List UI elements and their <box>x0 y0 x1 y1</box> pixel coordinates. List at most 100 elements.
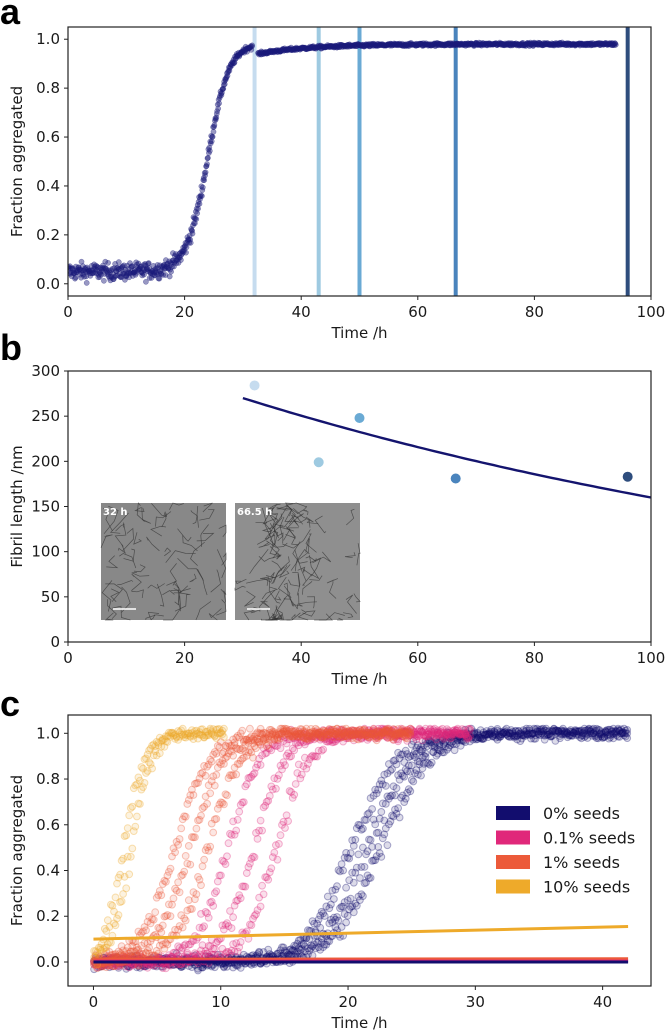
data-point <box>342 918 351 927</box>
data-point <box>201 177 208 184</box>
data-point <box>583 726 592 734</box>
data-point <box>557 726 566 735</box>
fibril <box>290 514 300 525</box>
data-point <box>377 808 386 816</box>
data-point <box>249 753 257 762</box>
data-point <box>482 727 491 735</box>
data-point <box>281 824 289 832</box>
fibril <box>271 560 283 571</box>
fibril <box>165 550 196 563</box>
data-point <box>553 726 561 735</box>
data-point <box>403 750 412 758</box>
data-point <box>560 728 569 737</box>
tem-inset-image: 32 h <box>100 502 227 621</box>
fibril <box>166 563 178 586</box>
data-point <box>308 917 317 925</box>
data-point <box>493 726 502 735</box>
fibril <box>131 572 150 577</box>
data-point <box>210 128 217 135</box>
data-point <box>169 894 178 903</box>
data-point <box>394 771 403 779</box>
data-point <box>371 785 380 794</box>
fibril <box>131 573 142 591</box>
data-point <box>209 133 216 140</box>
data-point <box>472 734 480 742</box>
fibril <box>266 609 283 621</box>
data-point <box>195 205 201 212</box>
data-point <box>618 729 627 737</box>
data-point <box>178 923 187 932</box>
data-point <box>447 733 456 741</box>
data-point <box>215 105 222 112</box>
data-point <box>513 735 522 744</box>
data-point <box>143 278 149 285</box>
data-point <box>603 726 612 734</box>
data-point <box>543 730 552 739</box>
fibril <box>235 578 247 585</box>
data-point <box>440 740 448 749</box>
data-point <box>259 948 268 956</box>
data-point <box>328 886 337 895</box>
data-point <box>403 767 412 775</box>
fibril <box>267 512 279 530</box>
y-tick-label: 0.4 <box>36 862 60 880</box>
data-point <box>141 271 147 278</box>
y-tick-label: 0.8 <box>36 79 60 97</box>
data-point <box>372 829 381 837</box>
y-tick-label: 150 <box>31 498 60 516</box>
data-point <box>385 794 393 803</box>
inset-background <box>101 503 226 620</box>
data-point <box>356 874 364 882</box>
fibril <box>174 585 189 606</box>
data-point <box>612 728 621 736</box>
data-point <box>208 138 215 145</box>
data-point <box>592 724 601 733</box>
data-point <box>444 733 453 741</box>
fibril <box>114 522 127 547</box>
fibril <box>199 508 215 521</box>
data-point <box>157 928 166 937</box>
data-point <box>304 944 312 953</box>
fibril <box>344 552 356 559</box>
data-point <box>521 730 529 739</box>
data-point <box>334 916 343 925</box>
data-point <box>617 729 625 738</box>
data-point <box>133 812 141 821</box>
data-point <box>198 192 204 199</box>
data-point <box>508 727 517 736</box>
data-point <box>270 848 279 857</box>
fibril <box>266 506 275 522</box>
data-point <box>236 894 245 903</box>
data-point <box>514 727 523 736</box>
data-point <box>129 263 135 269</box>
data-point <box>404 761 413 770</box>
y-tick-label: 0.8 <box>36 770 60 788</box>
data-point <box>125 963 134 971</box>
data-point <box>455 733 464 741</box>
data-point <box>375 780 384 789</box>
data-point <box>614 724 622 733</box>
data-point <box>443 732 451 740</box>
inset-label: 32 h <box>103 507 128 518</box>
data-point <box>255 948 264 957</box>
fibril <box>356 543 361 566</box>
data-point <box>479 734 488 743</box>
data-point <box>409 777 418 786</box>
data-point <box>288 946 297 954</box>
data-point <box>168 268 174 275</box>
data-point <box>72 274 79 281</box>
fit-curve <box>242 396 652 499</box>
data-point <box>307 941 315 950</box>
data-point <box>206 789 215 798</box>
data-point <box>202 172 208 179</box>
data-point <box>542 724 551 733</box>
data-point <box>420 741 428 750</box>
y-tick-label: 0 <box>50 633 60 651</box>
data-point <box>391 756 399 764</box>
data-point <box>513 731 522 740</box>
fibril <box>297 609 309 621</box>
fibril-length-point <box>354 412 365 423</box>
data-point <box>359 892 367 900</box>
data-point <box>606 731 615 740</box>
data-point <box>435 739 444 747</box>
